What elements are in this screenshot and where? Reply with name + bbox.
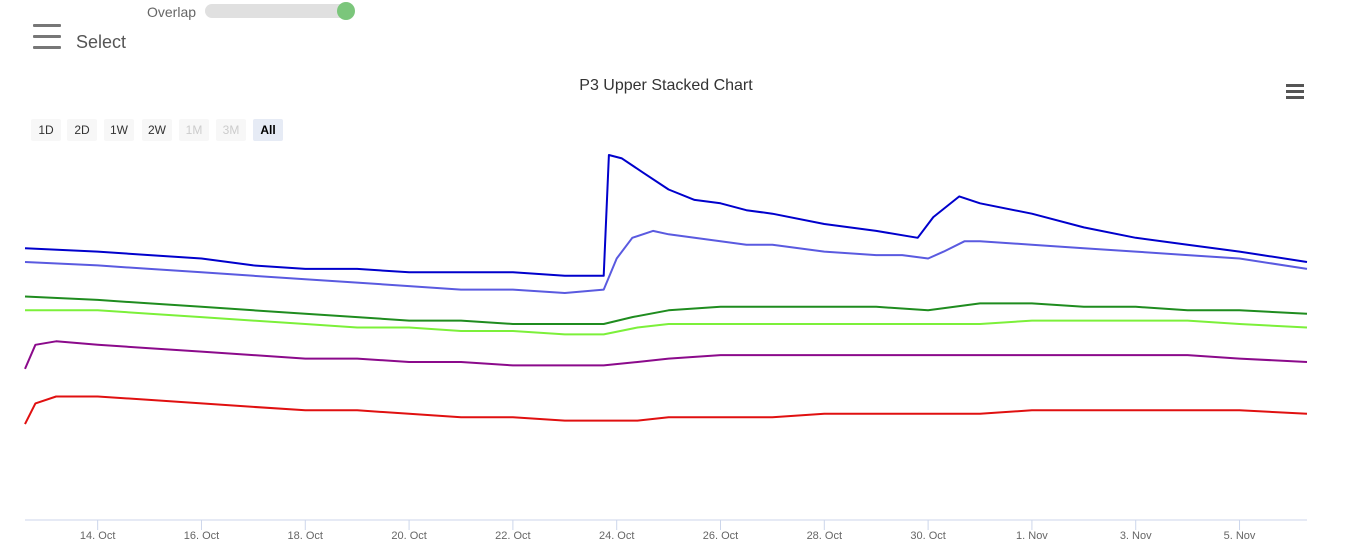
range-button-1m: 1M	[179, 119, 209, 141]
series-line-1[interactable]	[24, 154, 1308, 277]
chart-title: P3 Upper Stacked Chart	[579, 77, 753, 94]
range-button-all[interactable]: All	[253, 119, 283, 141]
x-tick-label: 20. Oct	[391, 530, 426, 542]
select-label[interactable]: Select	[76, 32, 127, 52]
x-tick-label: 3. Nov	[1120, 530, 1152, 542]
series-line-6[interactable]	[24, 395, 1308, 425]
range-button-2d[interactable]: 2D	[67, 119, 97, 141]
chart-context-menu-icon[interactable]	[1286, 84, 1304, 100]
x-tick-label: 5. Nov	[1224, 530, 1256, 542]
overlap-toggle-knob[interactable]	[337, 2, 355, 20]
x-tick-label: 26. Oct	[703, 530, 738, 542]
range-button-1d[interactable]: 1D	[31, 119, 61, 141]
series-line-4[interactable]	[25, 309, 1308, 336]
x-tick-label: 30. Oct	[910, 530, 945, 542]
x-tick-label: 14. Oct	[80, 530, 115, 542]
series-line-5[interactable]	[24, 340, 1308, 370]
hamburger-menu-icon[interactable]	[33, 24, 61, 50]
x-tick-label: 16. Oct	[184, 530, 219, 542]
overlap-toggle-track[interactable]	[205, 4, 349, 18]
x-tick-label: 22. Oct	[495, 530, 530, 542]
range-button-3m: 3M	[216, 119, 246, 141]
series-line-2[interactable]	[24, 229, 1308, 294]
x-tick-label: 24. Oct	[599, 530, 634, 542]
x-tick-label: 1. Nov	[1016, 530, 1048, 542]
x-tick-label: 28. Oct	[807, 530, 842, 542]
range-button-2w[interactable]: 2W	[142, 119, 172, 141]
range-button-1w[interactable]: 1W	[104, 119, 134, 141]
series-line-3[interactable]	[24, 295, 1308, 325]
overlap-label: Overlap	[147, 4, 197, 20]
x-tick-label: 18. Oct	[288, 530, 323, 542]
